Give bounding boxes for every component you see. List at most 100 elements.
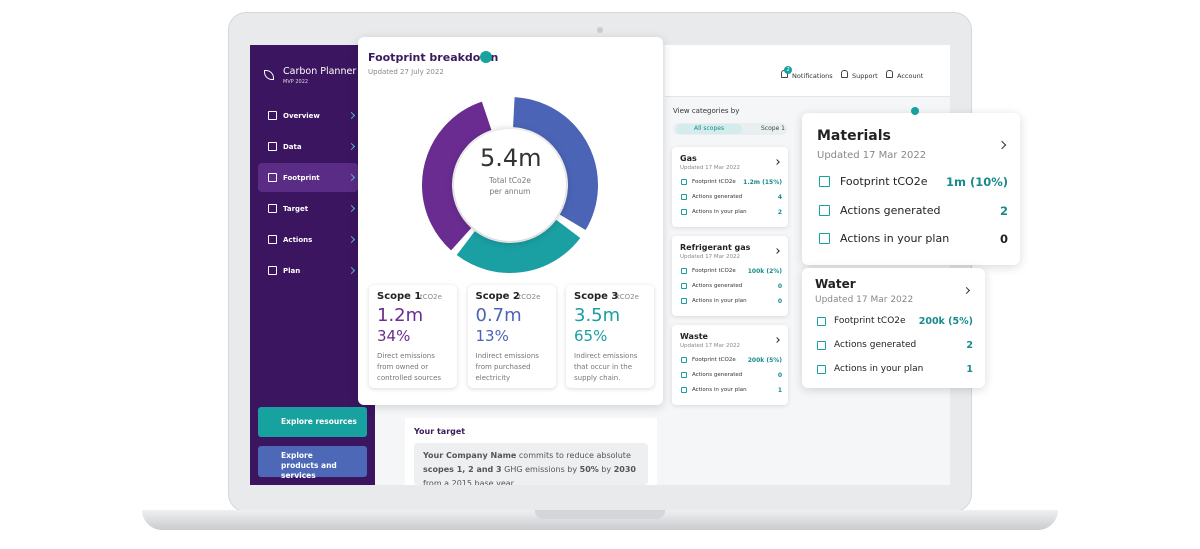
category-updated: Updated 17 Mar 2022: [680, 165, 741, 171]
nav-item: Overview: [283, 112, 320, 120]
row-label: Actions in your plan: [840, 232, 950, 245]
category-updated: Updated 17 Mar 2022: [680, 343, 741, 349]
scope-card: [467, 285, 556, 388]
row-value: 2: [966, 340, 973, 351]
category-name: Gas: [680, 154, 697, 163]
header-bar: [665, 45, 950, 97]
scope-name: Scope 1: [377, 291, 422, 302]
row-icon: [819, 176, 830, 187]
row-value: 0: [777, 282, 782, 290]
nav-icon: [268, 111, 277, 120]
button-label: Explore products and services: [281, 451, 337, 480]
row-label: Footprint tCO2e: [840, 175, 928, 188]
card-name: Water: [815, 277, 856, 291]
tab: Scope 1: [761, 125, 786, 132]
scope-desc: Indirect emissions from purchased electr…: [475, 352, 539, 382]
row-value: 2: [999, 203, 1008, 218]
explore-products: [258, 446, 367, 477]
scope-name: Scope 3: [574, 291, 619, 302]
row-label: Actions generated: [692, 194, 743, 200]
explore-resources: [258, 407, 367, 437]
scope-share: 13%: [475, 327, 509, 345]
scope-desc: Indirect emissions that occur in the sup…: [574, 352, 638, 382]
row-value: 200k (5%): [918, 316, 973, 327]
category-name: Refrigerant gas: [680, 243, 751, 252]
row-label: Actions in your plan: [692, 298, 747, 304]
target-text-part: 50%: [579, 465, 599, 474]
donut: [422, 97, 598, 274]
row-value: 100k (2%): [747, 267, 782, 275]
row-value: 0: [777, 297, 782, 305]
target-text-part: commits to reduce absolute: [516, 451, 631, 460]
row-icon: [681, 298, 687, 304]
header-link: Notifications: [792, 72, 833, 80]
nav-item: Target: [283, 205, 309, 213]
row-icon: [681, 372, 687, 378]
card-updated: Updated 27 July 2022: [368, 68, 444, 76]
category-card: [672, 236, 788, 316]
scope-unit: tCO2e: [518, 293, 541, 301]
row-label: Actions in your plan: [692, 387, 747, 393]
info-icon: [480, 51, 492, 63]
row-icon: [819, 204, 830, 216]
scope-amount: 3.5m: [574, 305, 621, 326]
scope-amount: 0.7m: [475, 305, 522, 326]
row-icon: [817, 341, 826, 350]
card-name: Materials: [817, 128, 891, 144]
row-icon: [681, 357, 687, 363]
row-label: Actions in your plan: [834, 364, 924, 374]
categories-heading: View categories by: [673, 107, 740, 115]
app-name: Carbon Planner: [283, 66, 357, 77]
nav-item: Footprint: [283, 174, 320, 182]
row-label: Footprint tCO2e: [692, 268, 736, 274]
target-text-part: 2030: [613, 465, 636, 474]
row-value: 0: [777, 371, 782, 379]
tab: All scopes: [694, 125, 725, 132]
category-updated: Updated 17 Mar 2022: [680, 254, 741, 260]
app-version: MVP 2022: [283, 79, 309, 85]
row-label: Actions generated: [692, 283, 743, 289]
nav-active: [258, 163, 358, 192]
scope-amount: 1.2m: [377, 305, 424, 326]
row-icon: [819, 233, 830, 244]
row-label: Footprint tCO2e: [692, 179, 736, 185]
header-link: Account: [897, 72, 924, 80]
target-text: Your Company Name commits to reduce abso…: [423, 449, 643, 485]
nav-item: Plan: [283, 267, 301, 275]
category-name: Waste: [680, 332, 708, 341]
row-icon: [681, 179, 687, 185]
nav-item: Data: [283, 143, 302, 151]
total-sub: per annum: [489, 187, 531, 196]
target-text-part: scopes 1, 2 and 3: [423, 465, 502, 474]
row-value: 1.2m (15%): [743, 178, 782, 186]
header-icon: [886, 70, 893, 78]
target-text-part: GHG emissions by: [501, 465, 580, 474]
row-value: 200k (5%): [747, 356, 782, 364]
target-text-part: by: [598, 465, 614, 474]
tab-active: [676, 124, 742, 134]
card-updated: Updated 17 Mar 2022: [817, 150, 927, 161]
card-title: Footprint breakdown: [368, 51, 499, 64]
row-icon: [681, 194, 687, 200]
scope-desc: Direct emissions from owned or controlle…: [377, 352, 442, 382]
row-value: 1: [777, 386, 782, 394]
row-icon: [681, 209, 687, 215]
row-icon: [817, 365, 826, 374]
total-label: Total tCo2e: [488, 176, 532, 185]
total-value: 5.4m: [480, 144, 542, 172]
nav-icon: [268, 142, 277, 151]
row-label: Footprint tCO2e: [834, 316, 906, 326]
button-label: Explore resources: [281, 417, 357, 426]
row-icon: [681, 283, 687, 289]
row-value: 0: [999, 232, 1008, 246]
nav-item: Actions: [283, 236, 313, 244]
nav-icon: [268, 204, 277, 213]
badge: [784, 66, 792, 74]
row-label: Actions in your plan: [692, 209, 747, 215]
badge-count: 2: [786, 66, 790, 73]
category-card: [672, 147, 788, 227]
header-icon: [841, 70, 848, 78]
row-icon: [681, 387, 687, 393]
row-value: 1m (10%): [945, 175, 1008, 189]
